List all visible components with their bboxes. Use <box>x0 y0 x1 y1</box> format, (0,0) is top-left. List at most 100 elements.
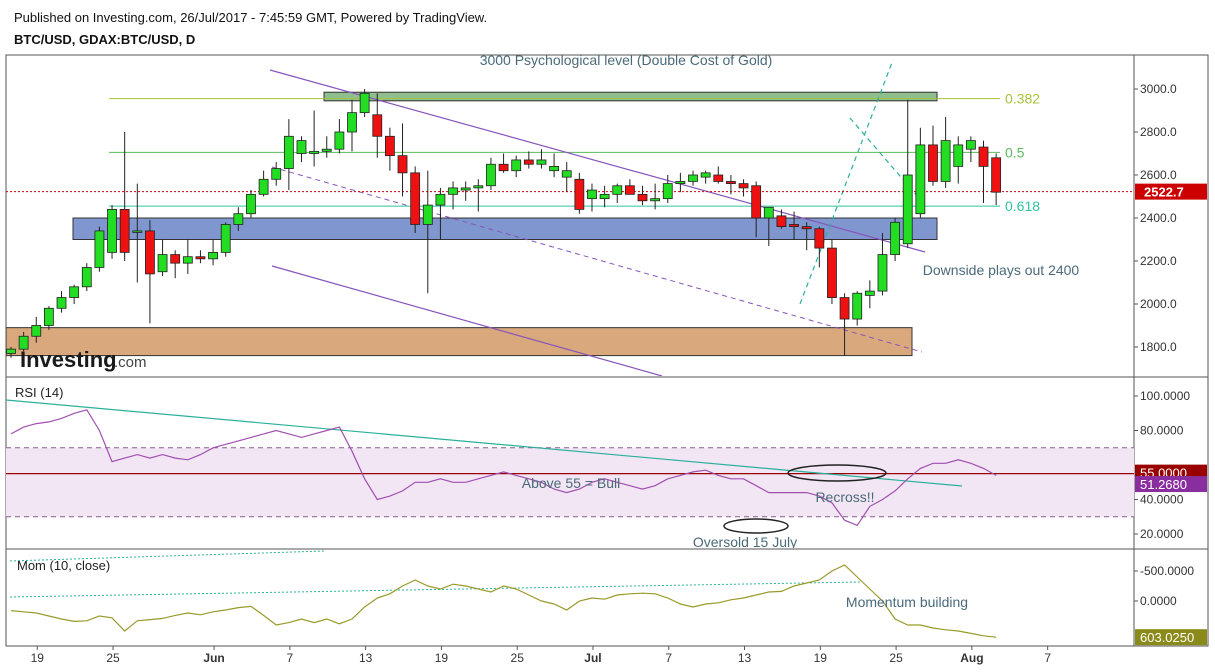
candle <box>208 239 218 266</box>
candle <box>978 140 989 203</box>
rsi-trendline <box>6 399 963 487</box>
candle-body-up <box>511 159 522 172</box>
candle <box>81 263 92 292</box>
candle-body-up <box>271 168 282 180</box>
candle <box>195 250 206 264</box>
x-tick-label: 7 <box>1044 651 1051 665</box>
oversold-ellipse <box>723 518 789 534</box>
candle-body-down <box>978 146 989 167</box>
candle <box>902 99 913 249</box>
candle <box>498 153 509 173</box>
x-tick-label: 25 <box>511 651 525 665</box>
candle-body-up <box>18 335 29 350</box>
y-tick-label: 80.0000 <box>1140 424 1184 438</box>
candle <box>713 166 724 184</box>
candle-body-up <box>599 193 610 200</box>
candle <box>182 239 193 274</box>
candle-body-up <box>763 206 774 219</box>
candle <box>637 185 648 206</box>
candle-body-up <box>965 140 976 150</box>
candle <box>612 183 623 203</box>
candle-body-up <box>700 172 711 178</box>
candle-body-up <box>890 221 900 255</box>
candle <box>94 226 105 272</box>
candle-body-up <box>56 297 67 309</box>
candle <box>763 206 774 246</box>
candle <box>31 316 42 343</box>
candle <box>271 162 282 186</box>
candle <box>940 116 951 188</box>
candle-body-up <box>321 148 332 152</box>
candle-body-up <box>208 251 218 260</box>
x-tick-label: 13 <box>738 651 752 665</box>
candle-body-up <box>549 165 559 172</box>
rsi-band <box>6 447 1134 517</box>
candle <box>839 293 850 356</box>
last-price-tag <box>1135 183 1207 200</box>
candle-body-up <box>460 187 471 191</box>
candle <box>991 153 1002 206</box>
candle-body-down <box>384 135 395 157</box>
candle-body-up <box>81 267 92 288</box>
momentum-axis: 0.0000 -500.0000 603.0250 <box>1134 564 1207 646</box>
candle-body-down <box>523 159 534 165</box>
candle-body-up <box>422 204 433 225</box>
candle-body-down <box>170 254 181 264</box>
candle <box>574 172 585 214</box>
rsi-axis: 100.000080.000040.000020.000055.000051.2… <box>1134 389 1207 541</box>
candle-body-up <box>435 193 446 206</box>
candle <box>422 170 433 294</box>
candle <box>587 183 597 212</box>
candle-body-up <box>6 348 16 354</box>
candle <box>359 89 370 117</box>
candle-body-down <box>498 163 509 172</box>
annotation-momentum: Momentum building <box>846 594 968 610</box>
candle-body-down <box>195 256 206 260</box>
candle-body-down <box>726 181 736 184</box>
candle <box>650 183 661 210</box>
candle <box>662 175 673 203</box>
y-tick-label: 1800.0 <box>1140 340 1177 354</box>
candle-body-up <box>107 208 117 253</box>
candle <box>309 110 320 167</box>
rsi-last-label: 51.2680 <box>1140 477 1187 492</box>
candle <box>69 284 80 304</box>
fib-label: 0.382 <box>1005 91 1040 107</box>
candle-body-up <box>347 112 357 133</box>
candle-body-down <box>738 183 749 189</box>
candle-body-up <box>334 131 345 150</box>
candle <box>258 170 269 197</box>
candle <box>928 125 938 186</box>
candle-body-up <box>915 144 926 215</box>
candle <box>119 132 130 261</box>
candle <box>738 179 749 197</box>
candle-body-down <box>372 114 383 137</box>
x-tick-label: 7 <box>665 651 672 665</box>
midline-trend <box>271 166 923 353</box>
candle <box>296 136 307 163</box>
candle-body-up <box>309 150 320 154</box>
annotation-above-55: Above 55 = Bull <box>522 475 620 491</box>
x-tick-label: 25 <box>106 651 120 665</box>
candle <box>410 166 421 234</box>
y-tick-label: 2200.0 <box>1140 254 1177 268</box>
candle <box>776 209 787 229</box>
candle <box>233 207 244 231</box>
candle <box>397 123 408 197</box>
x-tick-label: Aug <box>960 651 983 665</box>
candle <box>132 183 143 283</box>
x-tick-label: Jun <box>203 651 224 665</box>
demand-zone <box>6 327 913 357</box>
candle-body-down <box>827 247 837 298</box>
candle-body-up <box>852 292 863 320</box>
candle <box>536 149 547 169</box>
x-tick-label: 19 <box>814 651 828 665</box>
candle-body-up <box>662 183 673 200</box>
candle-body-up <box>902 174 913 245</box>
candle-body-up <box>69 286 80 298</box>
momentum-line <box>10 564 997 638</box>
candle <box>384 127 395 171</box>
candle-body-up <box>486 163 496 187</box>
price-axis: 3000.0 2800.0 2600.0 2400.0 2200.0 2000.0 1800… <box>1134 82 1207 354</box>
candle <box>321 136 332 158</box>
